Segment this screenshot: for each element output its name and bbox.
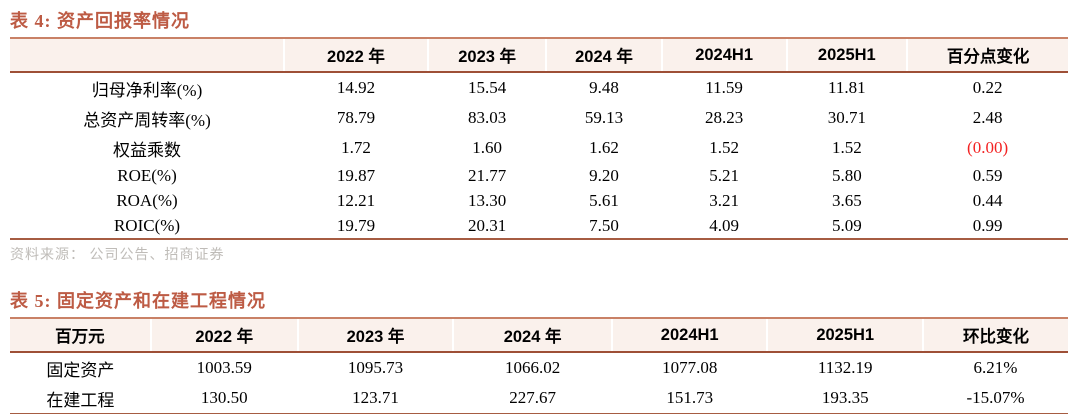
cell-value: 0.99 xyxy=(907,213,1068,240)
table-row: 固定资产 1003.59 1095.73 1066.02 1077.08 113… xyxy=(10,352,1068,383)
cell-value-negative: (0.00) xyxy=(967,138,1009,157)
cell-value: 28.23 xyxy=(704,108,744,127)
table5-block: 表 5: 固定资产和在建工程情况 百万元 2022 年 2023 年 2024 … xyxy=(10,285,1068,414)
table4-col-header-2023: 2023 年 xyxy=(426,37,547,73)
cell-value: 1066.02 xyxy=(504,358,561,377)
table-row: ROE(%) 19.87 21.77 9.20 5.21 5.80 0.59 xyxy=(10,163,1068,188)
cell-value: 1.72 xyxy=(341,138,371,157)
row-label: ROA(%) xyxy=(116,190,178,210)
cell-value: 5.80 xyxy=(831,165,862,185)
cell-value: 11.81 xyxy=(828,78,866,97)
table5-col-header-2023: 2023 年 xyxy=(296,317,454,353)
cell-value: 3.21 xyxy=(709,190,739,210)
table5-col-header-unit: 百万元 xyxy=(10,317,151,353)
row-label: 权益乘数 xyxy=(113,140,181,160)
cell-value: 1003.59 xyxy=(196,358,252,377)
table5-col-header-2024h1: 2024H1 xyxy=(610,317,768,353)
table-row: ROA(%) 12.21 13.30 5.61 3.21 3.65 0.44 xyxy=(10,188,1068,213)
cell-value: 1.60 xyxy=(472,138,502,157)
table-row: ROIC(%) 19.79 20.31 7.50 4.09 5.09 0.99 xyxy=(10,213,1068,240)
row-label: 归母净利率(%) xyxy=(91,80,203,100)
table4-col-header-2025h1: 2025H1 xyxy=(785,37,908,73)
table4-col-header-label xyxy=(10,37,285,73)
cell-value: 7.50 xyxy=(546,213,662,240)
cell-value: 5.61 xyxy=(589,190,619,210)
cell-value: 19.79 xyxy=(284,213,428,240)
table4-header-row: 2022 年 2023 年 2024 年 2024H1 2025H1 百分点变化 xyxy=(10,37,1068,73)
cell-value: 1.52 xyxy=(831,138,862,157)
cell-value: 14.92 xyxy=(336,78,376,97)
cell-value: 13.30 xyxy=(468,190,507,210)
cell-value: 20.31 xyxy=(427,213,547,240)
cell-value: -15.07% xyxy=(922,383,1068,414)
cell-value: 1.52 xyxy=(709,138,739,157)
cell-value: 130.50 xyxy=(150,383,298,414)
row-label: ROE(%) xyxy=(117,165,177,185)
table4-source: 资料来源： 公司公告、招商证券 xyxy=(10,248,225,263)
cell-value: 9.20 xyxy=(589,165,619,185)
cell-value: 1077.08 xyxy=(662,358,718,377)
table5: 百万元 2022 年 2023 年 2024 年 2024H1 2025H1 环… xyxy=(10,317,1068,414)
cell-value: 12.21 xyxy=(336,190,376,210)
cell-value: 1.62 xyxy=(589,138,619,157)
table-row: 归母净利率(%) 14.92 15.54 9.48 11.59 11.81 0.… xyxy=(10,72,1068,103)
cell-value: 0.22 xyxy=(972,78,1003,97)
row-label: 总资产周转率(%) xyxy=(83,110,211,130)
table-row: 权益乘数 1.72 1.60 1.62 1.52 1.52 (0.00) xyxy=(10,133,1068,163)
cell-value: 0.44 xyxy=(972,190,1003,210)
table-row: 在建工程 130.50 123.71 227.67 151.73 193.35 … xyxy=(10,383,1068,414)
cell-value: 2.48 xyxy=(972,108,1003,127)
cell-value: 5.21 xyxy=(709,165,739,185)
table4-col-header-2024h1: 2024H1 xyxy=(660,37,787,73)
table4-col-header-2024: 2024 年 xyxy=(545,37,662,73)
cell-value: 227.67 xyxy=(453,383,612,414)
table5-col-header-2025h1: 2025H1 xyxy=(766,317,923,353)
cell-value: 5.09 xyxy=(786,213,908,240)
cell-value: 4.09 xyxy=(661,213,787,240)
cell-value: 193.35 xyxy=(767,383,923,414)
row-label: ROIC(%) xyxy=(10,213,285,240)
table-row: 总资产周转率(%) 78.79 83.03 59.13 28.23 30.71 … xyxy=(10,103,1068,133)
cell-value: 1132.19 xyxy=(817,358,873,377)
cell-value: 0.59 xyxy=(972,165,1003,185)
cell-value: 1095.73 xyxy=(347,358,404,377)
cell-value: 78.79 xyxy=(336,108,376,127)
cell-value: 6.21% xyxy=(973,358,1018,377)
table4: 2022 年 2023 年 2024 年 2024H1 2025H1 百分点变化… xyxy=(10,37,1068,240)
table5-title: 表 5: 固定资产和在建工程情况 xyxy=(10,291,266,311)
table5-col-header-change: 环比变化 xyxy=(921,317,1068,353)
cell-value: 3.65 xyxy=(831,190,862,210)
table5-header-row: 百万元 2022 年 2023 年 2024 年 2024H1 2025H1 环… xyxy=(10,317,1068,353)
cell-value: 123.71 xyxy=(297,383,454,414)
cell-value: 15.54 xyxy=(468,78,507,97)
row-label: 在建工程 xyxy=(10,383,151,414)
cell-value: 19.87 xyxy=(336,165,376,185)
cell-value: 30.71 xyxy=(827,108,866,127)
table4-col-header-2022: 2022 年 xyxy=(283,37,428,73)
cell-value: 9.48 xyxy=(589,78,619,97)
table5-col-header-2024: 2024 年 xyxy=(452,317,612,353)
cell-value: 59.13 xyxy=(584,108,624,127)
table4-title: 表 4: 资产回报率情况 xyxy=(10,11,190,31)
table4-col-header-change: 百分点变化 xyxy=(906,37,1068,73)
cell-value: 21.77 xyxy=(468,165,507,185)
cell-value: 83.03 xyxy=(468,108,507,127)
cell-value: 151.73 xyxy=(611,383,768,414)
row-label: 固定资产 xyxy=(46,360,115,380)
table5-col-header-2022: 2022 年 xyxy=(149,317,298,353)
table4-block: 表 4: 资产回报率情况 2022 年 2023 年 2024 年 2024H1… xyxy=(10,5,1068,264)
cell-value: 11.59 xyxy=(705,78,743,97)
